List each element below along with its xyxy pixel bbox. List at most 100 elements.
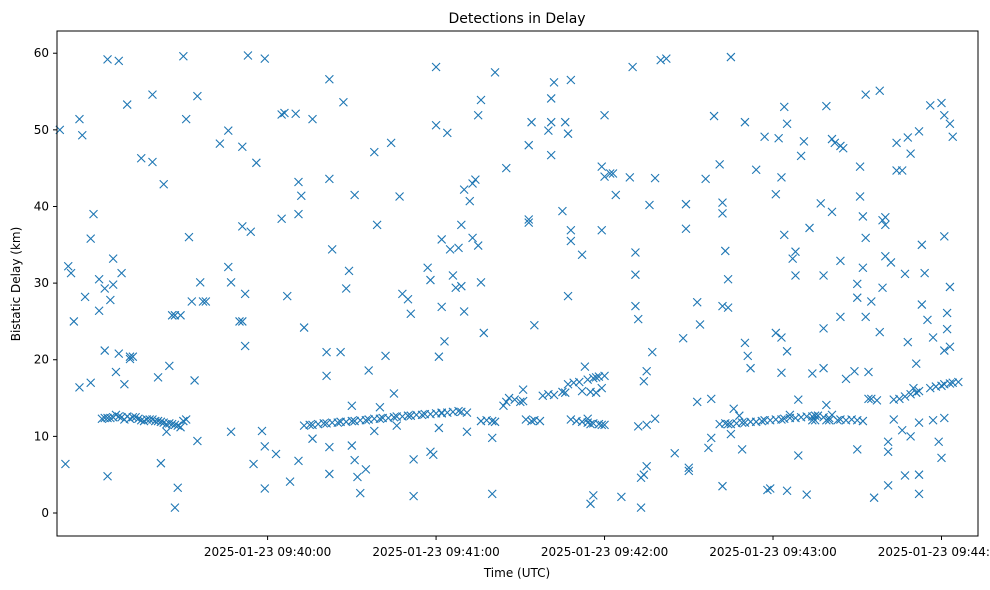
data-point <box>583 414 593 424</box>
data-point <box>718 208 727 218</box>
data-point <box>636 503 646 513</box>
data-point <box>948 132 958 142</box>
data-point <box>605 169 615 178</box>
data-point <box>821 415 831 425</box>
data-point <box>524 218 534 227</box>
data-point <box>527 416 536 426</box>
data-point <box>459 307 469 316</box>
data-point <box>322 371 331 381</box>
data-point <box>861 312 871 322</box>
data-point <box>226 277 236 287</box>
data-point <box>423 263 433 273</box>
data-point <box>543 126 553 136</box>
data-point <box>403 411 413 421</box>
data-point <box>176 422 185 432</box>
data-point <box>181 114 191 124</box>
data-point <box>911 359 921 368</box>
data-point <box>670 448 680 458</box>
data-point <box>953 377 963 387</box>
data-point <box>428 450 438 460</box>
data-point <box>838 143 848 153</box>
x-tick-label: 2025-01-23 09:41:00 <box>372 545 499 559</box>
data-point <box>611 190 621 200</box>
data-point <box>260 484 270 493</box>
data-point <box>339 97 348 107</box>
data-point <box>280 108 289 118</box>
data-point <box>591 372 601 382</box>
data-point <box>468 233 477 243</box>
data-point <box>692 297 702 307</box>
data-point <box>237 142 247 152</box>
data-point <box>454 406 463 416</box>
data-point <box>86 378 96 388</box>
data-point <box>608 169 618 178</box>
data-point <box>942 324 952 334</box>
data-point <box>939 231 949 241</box>
data-point <box>880 220 890 230</box>
data-point <box>737 418 747 427</box>
data-point <box>631 248 640 257</box>
data-point <box>793 395 803 404</box>
data-point <box>114 412 124 421</box>
data-point <box>802 490 812 500</box>
plot-frame <box>56 30 979 537</box>
data-point <box>395 192 404 201</box>
data-point <box>771 189 781 199</box>
data-point <box>117 268 126 278</box>
data-point <box>925 383 935 393</box>
data-point <box>684 463 694 473</box>
data-point <box>442 128 452 138</box>
data-point <box>897 166 907 175</box>
data-point <box>184 232 194 242</box>
data-point <box>178 416 188 426</box>
data-point <box>791 247 800 257</box>
data-point <box>588 373 598 383</box>
data-point <box>440 336 449 346</box>
data-point <box>872 395 882 405</box>
data-point <box>718 301 727 311</box>
data-point <box>237 317 247 326</box>
data-point <box>131 412 141 422</box>
data-point <box>586 499 595 509</box>
data-point <box>235 317 244 326</box>
data-point <box>914 489 924 499</box>
data-point <box>324 469 334 479</box>
data-point <box>454 243 463 253</box>
data-point <box>740 117 750 127</box>
data-point <box>706 433 716 443</box>
data-point <box>805 223 814 233</box>
data-point <box>861 233 871 243</box>
data-point <box>294 209 303 219</box>
data-point <box>226 427 236 437</box>
data-point <box>642 461 652 471</box>
data-point <box>726 52 736 62</box>
data-point <box>560 388 570 398</box>
data-point <box>86 234 96 244</box>
data-point <box>417 410 427 420</box>
data-point <box>527 117 536 127</box>
data-point <box>563 129 573 139</box>
data-point <box>105 295 115 305</box>
data-point <box>167 310 177 320</box>
data-point <box>917 240 927 250</box>
x-tick-label: 2025-01-23 09:43:00 <box>709 545 836 559</box>
data-point <box>170 503 180 513</box>
data-point <box>836 312 845 322</box>
data-point <box>625 172 635 182</box>
data-point <box>347 416 357 426</box>
data-point <box>538 391 548 401</box>
data-point <box>341 284 351 293</box>
data-point <box>178 51 188 61</box>
data-point <box>779 230 789 240</box>
data-point <box>639 376 649 386</box>
data-point <box>434 352 444 362</box>
data-point <box>103 54 112 64</box>
data-point <box>524 140 534 150</box>
data-point <box>240 341 250 351</box>
data-point <box>799 136 809 146</box>
data-point <box>181 415 191 424</box>
data-point <box>431 62 441 72</box>
data-point <box>100 284 110 293</box>
data-point <box>782 119 792 129</box>
data-point <box>723 303 733 313</box>
